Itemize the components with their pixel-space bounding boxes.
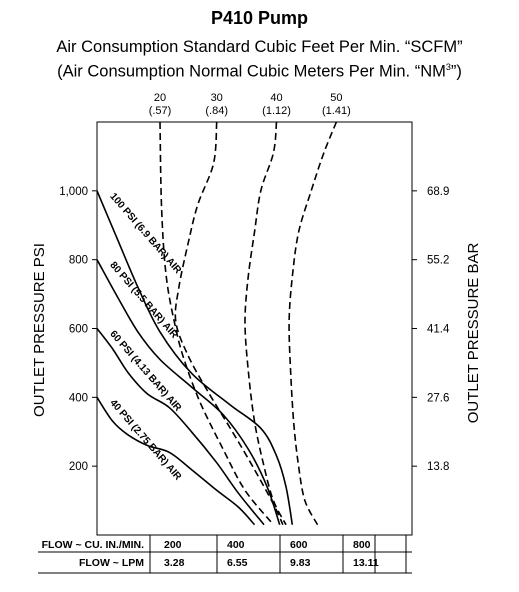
y-tick-label-bar: 68.9: [427, 186, 449, 198]
y-tick-label-psi: 400: [69, 392, 88, 404]
flow-lpm-value: 9.83: [290, 557, 311, 569]
y-tick-label-psi: 200: [69, 461, 88, 473]
scfm-label: 30: [211, 92, 223, 104]
nm3-label: (1.41): [322, 105, 351, 117]
scfm-label: 20: [154, 92, 166, 104]
y-tick-label-psi: 1,000: [59, 186, 88, 198]
chart-title: P410 Pump: [210, 8, 309, 28]
scfm-label: 50: [330, 92, 342, 104]
pressure-curve: [96, 396, 256, 526]
y-tick-label-psi: 600: [69, 324, 88, 336]
pressure-curve: [96, 259, 281, 525]
flow-cu-in-value: 400: [227, 539, 245, 551]
flow-lpm-label: FLOW ~ LPM: [79, 557, 144, 569]
pressure-curve: [96, 190, 294, 525]
scfm-label: 40: [270, 92, 282, 104]
chart-subtitle-nm3: (Air Consumption Normal Cubic Meters Per…: [0, 62, 519, 82]
pressure-curve: [96, 328, 265, 526]
flow-lpm-value: 3.28: [164, 557, 185, 569]
flow-cu-in-label: FLOW ~ CU. IN./MIN.: [42, 539, 144, 551]
flow-lpm-value: 6.55: [227, 557, 248, 569]
nm3-label: (.57): [149, 105, 172, 117]
chart-subtitle-scfm: Air Consumption Standard Cubic Feet Per …: [56, 38, 463, 56]
air-consumption-curve-20: [159, 121, 275, 526]
flow-cu-in-value: 600: [290, 539, 308, 551]
plot-frame: [96, 121, 413, 536]
flow-cu-in-value: 200: [164, 539, 182, 551]
y-tick-label-bar: 27.6: [427, 392, 449, 404]
y-axis-label-right: OUTLET PRESSURE BAR: [465, 243, 482, 424]
subtitle-nm3-text: (Air Consumption Normal Cubic Meters Per…: [57, 62, 446, 81]
air-consumption-curve-50: [288, 121, 338, 526]
nm3-label: (.84): [205, 105, 228, 117]
y-tick-label-bar: 13.8: [427, 461, 449, 473]
y-tick-label-psi: 800: [69, 255, 88, 267]
subtitle-superscript: 3: [445, 62, 451, 72]
nm3-label: (1.12): [262, 105, 291, 117]
flow-cu-in-value: 800: [353, 539, 371, 551]
y-tick-label-bar: 41.4: [427, 324, 450, 336]
y-tick-label-bar: 55.2: [427, 255, 449, 267]
flow-lpm-value: 13.11: [353, 557, 379, 569]
air-consumption-curve-40: [244, 121, 287, 526]
subtitle-nm3-close: ”): [450, 62, 462, 81]
y-axis-label-left: OUTLET PRESSURE PSI: [31, 243, 48, 417]
air-consumption-curve-30: [174, 121, 284, 526]
